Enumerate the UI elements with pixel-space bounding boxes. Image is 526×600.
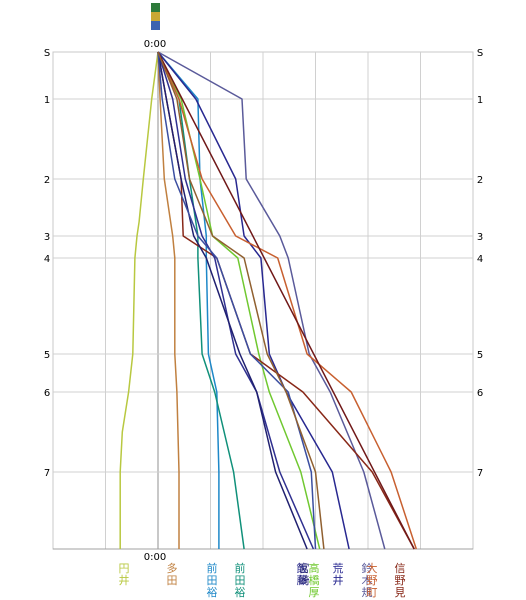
series-line-13: [157, 51, 415, 550]
y-tick-label-right: 4: [477, 254, 483, 265]
series-lines: [119, 51, 418, 550]
series-line-14: [157, 51, 325, 550]
y-tick-label-left: 1: [44, 95, 50, 106]
runner-label: 多田: [167, 561, 178, 587]
y-tick-label-left: 4: [44, 254, 50, 265]
time-label-bottom: 0:00: [144, 552, 166, 563]
runner-label: 宮崎: [299, 561, 310, 587]
y-tick-label-right: 3: [477, 232, 483, 243]
runner-label: 円井: [119, 562, 130, 587]
y-tick-label-right: 1: [477, 95, 483, 106]
control-tick-labels: S S 1 1 2 2 3 3 4 4 5 5 6 6 7 7: [44, 48, 483, 479]
header-icon: [151, 3, 160, 30]
series-line-2: [157, 51, 180, 549]
y-tick-label-right: 6: [477, 388, 483, 399]
y-tick-label-left: 6: [44, 388, 50, 399]
y-tick-label-left: 7: [44, 468, 50, 479]
series-line-12: [157, 51, 317, 550]
y-tick-label-left: 2: [44, 175, 50, 186]
runner-label: 鈴木規: [362, 561, 373, 599]
y-tick-label-left: S: [44, 48, 50, 59]
series-line-7: [157, 51, 386, 550]
series-line-6: [157, 51, 350, 550]
series-line-4: [157, 51, 245, 550]
series-line-11: [157, 51, 308, 550]
runner-label: 信野見: [395, 562, 406, 599]
series-line-8: [157, 51, 418, 550]
runner-label: 荒井: [333, 562, 344, 587]
runner-label: 高橋厚: [309, 561, 320, 599]
y-tick-label-right: 5: [477, 350, 483, 361]
runner-label: 大野町: [367, 561, 378, 599]
y-tick-label-right: 2: [477, 175, 483, 186]
runner-label: 前田裕: [235, 561, 246, 599]
runner-label: 前田裕: [207, 561, 218, 599]
series-line-10: [157, 51, 315, 550]
y-tick-label-left: 3: [44, 232, 50, 243]
runner-label: 飯藤: [297, 561, 308, 587]
y-tick-label-right: S: [477, 48, 483, 59]
chart-grid: [52, 51, 474, 550]
y-tick-label-right: 7: [477, 468, 483, 479]
series-line-1: [119, 51, 159, 549]
y-tick-label-left: 5: [44, 350, 50, 361]
time-label-top: 0:00: [144, 39, 166, 50]
